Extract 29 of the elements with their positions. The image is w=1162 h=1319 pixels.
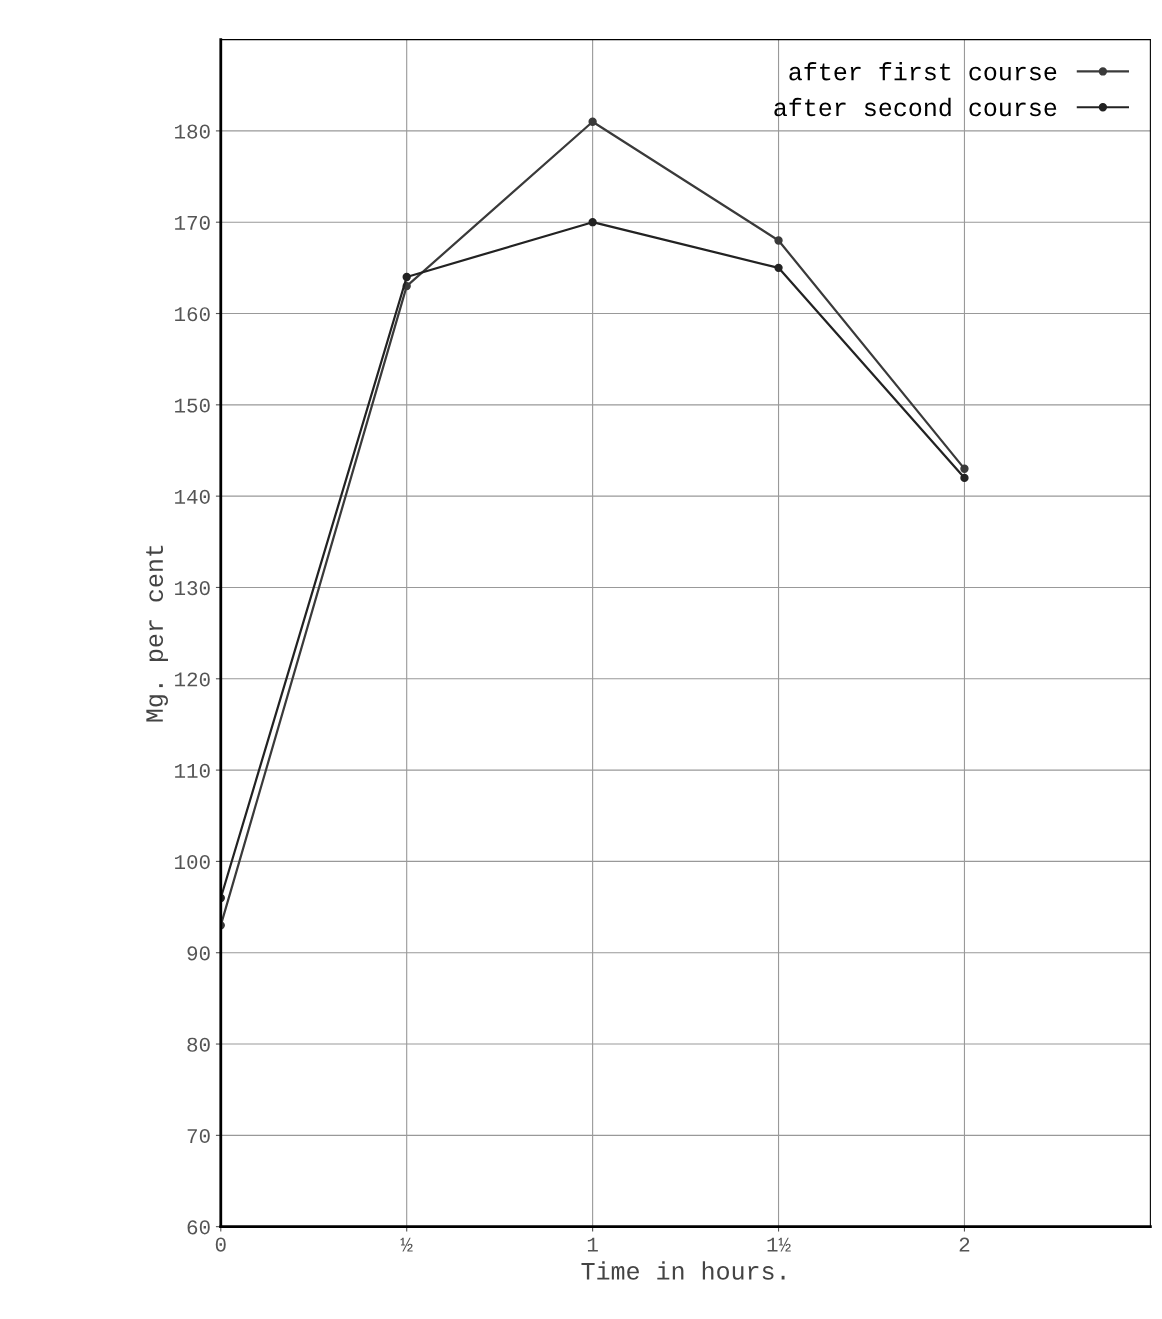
- y-tick-label: 100: [175, 855, 210, 870]
- point: [402, 272, 411, 282]
- point: [960, 464, 969, 473]
- y-axis-title: Mg. per cent: [146, 545, 168, 722]
- y-tick-label: 130: [175, 581, 210, 596]
- y-tick-label: 80: [187, 1037, 210, 1052]
- y-tick-label: 170: [175, 215, 210, 230]
- point: [588, 117, 597, 126]
- y-tick-label: 180: [175, 124, 210, 139]
- x-tick-label: 2: [959, 1237, 970, 1252]
- y-tick-label: 160: [175, 307, 210, 322]
- y-tick-label: 70: [187, 1128, 210, 1144]
- y-tick-label: 140: [175, 489, 210, 504]
- legend-label: after first course: [789, 62, 1057, 81]
- x-tick-label: 1½: [767, 1237, 791, 1252]
- y-tick-label: 90: [187, 946, 210, 961]
- point: [588, 218, 597, 227]
- x-tick-label: 1: [587, 1237, 598, 1252]
- x-tick-label: 0: [215, 1237, 226, 1252]
- x-axis-title: Time in hours.: [581, 1261, 785, 1280]
- legend-label: after second course: [774, 97, 1057, 117]
- x-tick-label: ½: [400, 1237, 413, 1252]
- y-tick-label: 110: [175, 763, 210, 778]
- y-tick-label: 150: [175, 398, 210, 413]
- point: [774, 263, 783, 273]
- y-tick-label: 60: [187, 1220, 210, 1235]
- point: [774, 236, 783, 245]
- point: [960, 473, 969, 483]
- y-tick-label: 120: [175, 672, 210, 687]
